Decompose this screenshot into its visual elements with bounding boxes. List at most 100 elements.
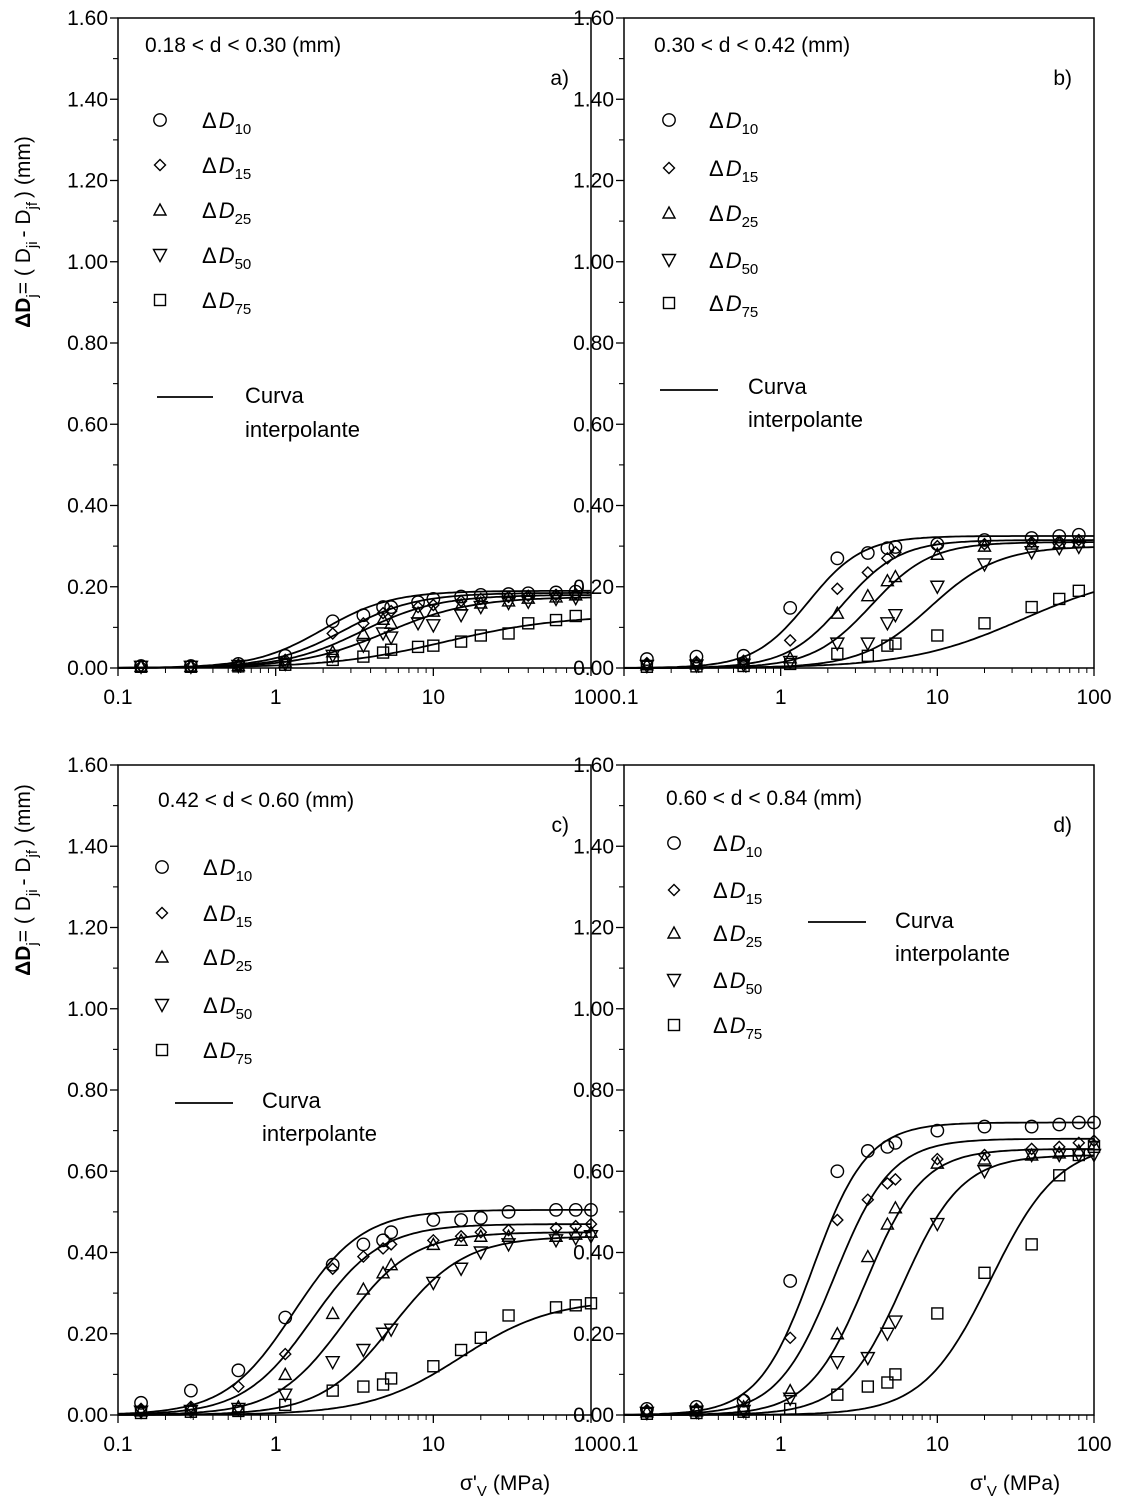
y-tick-label: 1.20 (573, 170, 614, 193)
point-D10 (501, 1204, 516, 1219)
legend-marker-15 (153, 158, 167, 172)
point-D15 (474, 592, 488, 606)
legend-curve-label: Curva (262, 1088, 321, 1113)
point-D50 (688, 659, 705, 674)
legend-label-d75: ΔD75 (203, 1038, 252, 1068)
point-D10 (1052, 1117, 1067, 1132)
y-tick-label: 1.60 (573, 7, 614, 30)
legend-marker-75 (667, 1018, 681, 1032)
point-D15 (502, 1223, 516, 1237)
legend-marker-50 (661, 253, 677, 268)
x-tick-label: 0.1 (103, 1433, 132, 1456)
point-D75 (279, 658, 292, 671)
legend-marker-10 (667, 836, 681, 850)
legend-curve-label: interpolante (895, 941, 1010, 966)
legend-marker-25 (152, 202, 168, 216)
point-D10 (501, 587, 516, 601)
point-D15 (930, 539, 944, 553)
point-D50 (860, 637, 876, 652)
point-D15 (356, 1250, 370, 1264)
point-D15 (830, 1213, 844, 1227)
point-D75 (474, 629, 487, 642)
point-D25 (133, 1403, 149, 1417)
point-D15 (888, 545, 902, 559)
panel-a-chart: 0.00 0.20 0.40 0.60 0.80 1.00 1.20 1.40 1.60 0.1 1… (67, 7, 608, 709)
plot-frame (623, 17, 1095, 669)
point-D50 (548, 592, 564, 607)
point-D75 (978, 1266, 991, 1280)
y-tick-label: 0.60 (67, 1160, 108, 1183)
point-D50 (639, 1406, 655, 1421)
point-D25 (453, 1232, 469, 1247)
x-tick-label: 0.1 (103, 686, 132, 709)
point-D15 (278, 1347, 292, 1361)
point-D25 (375, 611, 391, 625)
legend-marker-25 (666, 925, 682, 939)
point-D10 (584, 1202, 598, 1217)
point-D50 (568, 591, 584, 607)
point-D75 (831, 647, 844, 660)
point-D75 (569, 1299, 582, 1312)
point-D15 (376, 1241, 390, 1255)
point-D75 (357, 650, 370, 663)
point-D25 (383, 615, 399, 630)
legend-label-d25: ΔD25 (202, 198, 251, 228)
point-D50 (976, 1165, 993, 1180)
legend-label-d50: ΔD50 (713, 968, 762, 998)
point-D75 (134, 660, 148, 673)
y-tick-label: 0.60 (573, 1160, 614, 1183)
y-tick-label: 0.20 (573, 576, 614, 599)
point-D25 (183, 1401, 199, 1415)
point-D75 (1053, 1169, 1066, 1182)
y-tick-label: 1.60 (67, 754, 108, 777)
point-D50 (453, 1262, 469, 1277)
y-axis-title-top: ΔDj= ( Dji- Djf) (mm) (12, 136, 41, 328)
point-D75 (1087, 1140, 1101, 1154)
point-D50 (688, 1405, 705, 1420)
point-D15 (474, 1225, 488, 1239)
point-D25 (183, 658, 199, 673)
point-D10 (568, 584, 583, 599)
point-D50 (277, 1388, 293, 1403)
point-D15 (1025, 1142, 1039, 1156)
point-D10 (860, 1144, 875, 1158)
y-tick-label: 1.40 (573, 835, 614, 858)
point-D25 (930, 546, 945, 560)
legend-curve-label: Curva (245, 383, 304, 408)
point-D50 (568, 1232, 584, 1247)
fit-curve-D75 (624, 1154, 1095, 1416)
y-tick-label: 1.20 (573, 917, 614, 940)
point-D10 (184, 1383, 198, 1398)
fit-curve-D50 (118, 596, 591, 669)
point-D15 (830, 582, 844, 596)
point-D75 (279, 1398, 292, 1412)
point-D75 (881, 639, 894, 652)
legend-label-d75: ΔD75 (202, 288, 251, 318)
point-D10 (783, 1274, 798, 1288)
point-D10 (736, 648, 751, 663)
point-D10 (888, 1135, 903, 1150)
point-D50 (133, 1405, 149, 1420)
size-range-label: 0.30 < d < 0.42 (mm) (654, 34, 850, 57)
point-D25 (977, 538, 992, 552)
point-D10 (639, 652, 654, 666)
legend-label-d10: ΔD10 (202, 108, 251, 138)
y-tick-label: 1.00 (573, 251, 614, 274)
point-D25 (830, 605, 845, 619)
point-D25 (375, 1265, 391, 1279)
point-D15 (454, 594, 468, 608)
y-axis-title-text: ΔDj= ( Dji- Djf) (mm) (12, 136, 41, 328)
point-D25 (689, 1403, 704, 1417)
point-D15 (454, 1229, 468, 1243)
point-D15 (783, 633, 797, 647)
fit-curve-D25 (624, 1148, 1094, 1416)
point-D15 (411, 600, 425, 614)
y-tick-label: 0.40 (573, 495, 614, 518)
point-D15 (978, 537, 991, 551)
point-D25 (782, 1383, 798, 1397)
fit-curve-D50 (624, 546, 1095, 669)
legend-curve-label: Curva (748, 374, 807, 399)
y-tick-label: 1.40 (67, 88, 108, 111)
point-D75 (326, 653, 339, 667)
point-D15 (880, 1176, 894, 1190)
